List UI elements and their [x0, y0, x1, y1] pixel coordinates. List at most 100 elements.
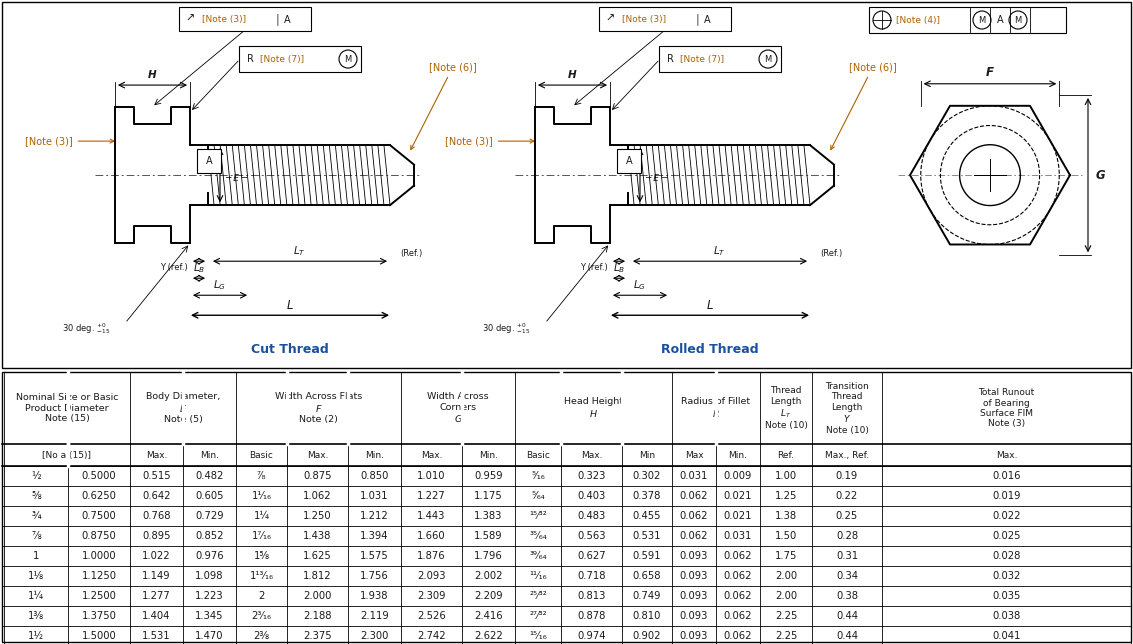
- Circle shape: [759, 50, 777, 68]
- Text: M: M: [765, 55, 772, 64]
- Text: 0.729: 0.729: [195, 511, 224, 521]
- Text: 1.394: 1.394: [360, 531, 389, 541]
- Text: 0.378: 0.378: [633, 491, 662, 501]
- Text: 1.796: 1.796: [474, 551, 503, 561]
- Text: 1.660: 1.660: [417, 531, 445, 541]
- Text: 1.531: 1.531: [142, 631, 171, 641]
- Text: Max.: Max.: [581, 451, 603, 460]
- Text: A: A: [625, 156, 632, 166]
- Text: 1.1250: 1.1250: [82, 571, 117, 581]
- Text: 1.25: 1.25: [775, 491, 798, 501]
- Text: 1⅝: 1⅝: [254, 551, 270, 561]
- Text: Max.: Max.: [307, 451, 329, 460]
- Text: 0.31: 0.31: [836, 551, 858, 561]
- Text: 1¼: 1¼: [28, 591, 44, 601]
- Text: ½: ½: [32, 471, 41, 481]
- Text: 1¹⁄₁₆: 1¹⁄₁₆: [252, 491, 272, 501]
- Text: 0.19: 0.19: [836, 471, 858, 481]
- Text: │ A: │ A: [275, 13, 291, 25]
- Text: 2: 2: [258, 591, 265, 601]
- Text: $L$: $L$: [706, 299, 714, 312]
- FancyBboxPatch shape: [179, 7, 310, 31]
- Text: 2³⁄₁₆: 2³⁄₁₆: [252, 611, 272, 621]
- Text: 0.44: 0.44: [836, 611, 858, 621]
- Text: Min.: Min.: [729, 451, 748, 460]
- Text: M: M: [979, 15, 986, 24]
- Text: 0.009: 0.009: [724, 471, 752, 481]
- Text: Max.: Max.: [146, 451, 168, 460]
- Text: 1: 1: [33, 551, 40, 561]
- FancyBboxPatch shape: [617, 149, 641, 173]
- Text: 0.591: 0.591: [632, 551, 662, 561]
- Text: 30 deg. $^{+0}_{-15}$: 30 deg. $^{+0}_{-15}$: [482, 321, 530, 336]
- Text: $L_B$: $L_B$: [193, 261, 205, 275]
- Text: [Note (3)]: [Note (3)]: [445, 136, 534, 146]
- Text: ─ E ─: ─ E ─: [225, 174, 247, 183]
- Text: Nominal Size or Basic
Product Diameter
Note (15): Nominal Size or Basic Product Diameter N…: [16, 393, 118, 423]
- Text: $L_G$: $L_G$: [633, 278, 647, 292]
- Text: 0.032: 0.032: [993, 571, 1021, 581]
- Text: 1.149: 1.149: [142, 571, 171, 581]
- Text: 1.175: 1.175: [474, 491, 503, 501]
- Text: 0.531: 0.531: [632, 531, 662, 541]
- Text: 1⅜: 1⅜: [28, 611, 44, 621]
- Text: Min.: Min.: [365, 451, 384, 460]
- Text: 1.098: 1.098: [195, 571, 223, 581]
- Text: 1.345: 1.345: [195, 611, 223, 621]
- Text: 0.658: 0.658: [632, 571, 662, 581]
- Text: 1.383: 1.383: [475, 511, 503, 521]
- Circle shape: [1010, 11, 1026, 29]
- Text: 0.44: 0.44: [836, 631, 858, 641]
- Text: (Ref.): (Ref.): [820, 249, 842, 258]
- Text: 1.575: 1.575: [360, 551, 389, 561]
- FancyBboxPatch shape: [599, 7, 731, 31]
- Text: 0.031: 0.031: [680, 471, 708, 481]
- Text: 0.483: 0.483: [578, 511, 606, 521]
- Text: Y (ref.): Y (ref.): [580, 263, 608, 272]
- Text: 0.34: 0.34: [836, 571, 858, 581]
- Text: 0.850: 0.850: [360, 471, 389, 481]
- Text: M: M: [344, 55, 351, 64]
- Text: 2.00: 2.00: [775, 591, 796, 601]
- Text: 1.212: 1.212: [360, 511, 389, 521]
- Text: 0.642: 0.642: [143, 491, 171, 501]
- Text: $L_T$: $L_T$: [713, 245, 725, 258]
- Text: 0.093: 0.093: [680, 571, 708, 581]
- Text: [Note (4)]: [Note (4)]: [896, 15, 940, 24]
- Text: Min.: Min.: [479, 451, 499, 460]
- Text: 1.812: 1.812: [304, 571, 332, 581]
- Text: 0.895: 0.895: [143, 531, 171, 541]
- Text: 0.093: 0.093: [680, 611, 708, 621]
- Text: 1.938: 1.938: [360, 591, 389, 601]
- Text: 1¼: 1¼: [254, 511, 270, 521]
- Text: 1.589: 1.589: [475, 531, 503, 541]
- Text: │ A: │ A: [695, 13, 710, 25]
- Text: 0.38: 0.38: [836, 591, 858, 601]
- Text: $L$: $L$: [286, 299, 293, 312]
- Text: 1.062: 1.062: [304, 491, 332, 501]
- Text: 0.062: 0.062: [680, 531, 708, 541]
- Text: Body Diameter,
$E$
Note (5): Body Diameter, $E$ Note (5): [146, 392, 220, 424]
- Text: 0.302: 0.302: [633, 471, 662, 481]
- Text: Max.: Max.: [420, 451, 442, 460]
- Text: 0.062: 0.062: [680, 491, 708, 501]
- Text: 0.019: 0.019: [993, 491, 1021, 501]
- Text: ¹⁵⁄³²: ¹⁵⁄³²: [529, 511, 547, 521]
- Text: 0.718: 0.718: [577, 571, 606, 581]
- Text: 0.8750: 0.8750: [82, 531, 117, 541]
- Text: ³⁵⁄₆₄: ³⁵⁄₆₄: [529, 531, 547, 541]
- Text: 1.0000: 1.0000: [82, 551, 117, 561]
- Text: Radius of Fillet
$R$: Radius of Fillet $R$: [681, 397, 750, 419]
- FancyBboxPatch shape: [197, 149, 221, 173]
- Polygon shape: [910, 106, 1070, 245]
- Text: G: G: [1096, 169, 1106, 182]
- Text: Max.: Max.: [996, 451, 1017, 460]
- Text: 0.041: 0.041: [993, 631, 1021, 641]
- Text: 1.38: 1.38: [775, 511, 796, 521]
- Text: [Note (7)]: [Note (7)]: [259, 55, 304, 64]
- Text: 1¹³⁄₁₆: 1¹³⁄₁₆: [249, 571, 273, 581]
- Text: 0.093: 0.093: [680, 591, 708, 601]
- Text: 0.25: 0.25: [836, 511, 858, 521]
- Text: 0.031: 0.031: [724, 531, 752, 541]
- Text: 0.021: 0.021: [724, 491, 752, 501]
